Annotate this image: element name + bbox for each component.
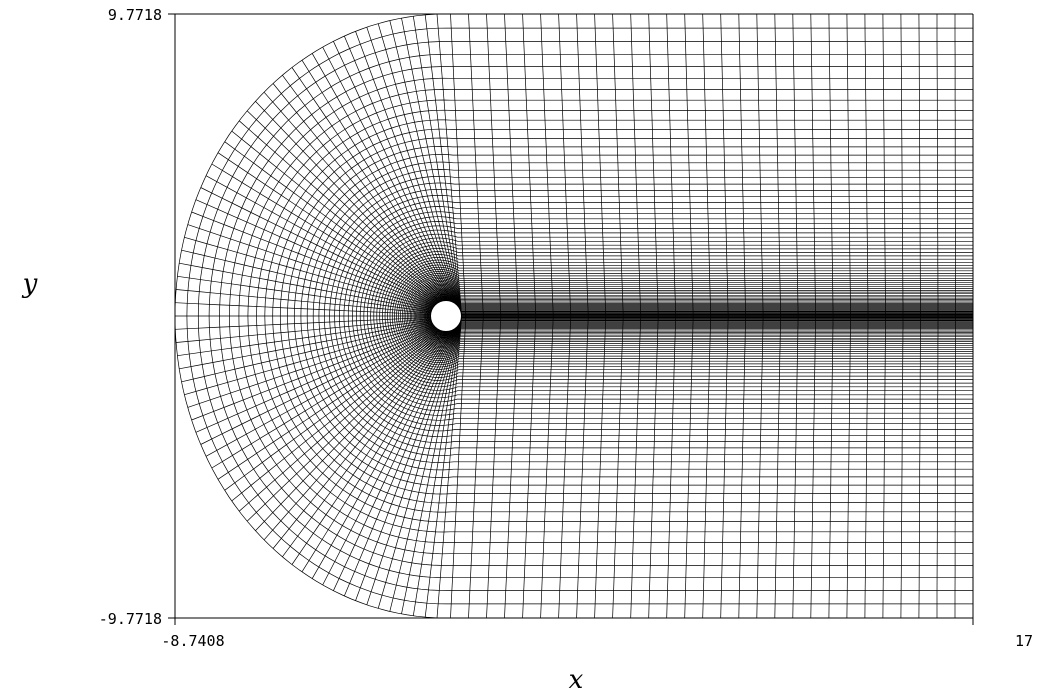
mesh-wrap-line bbox=[423, 295, 973, 337]
mesh-wrap-line bbox=[394, 266, 973, 366]
mesh-wrap-line bbox=[389, 262, 973, 370]
mesh-wrap-line bbox=[425, 296, 973, 336]
mesh-wrap-line bbox=[334, 200, 973, 432]
mesh-wrap-line bbox=[197, 41, 973, 591]
mesh-wrap-line bbox=[279, 137, 973, 495]
mesh-wrap-line bbox=[427, 297, 973, 335]
mesh-wrap-line bbox=[329, 194, 973, 438]
mesh-wrap-line bbox=[347, 216, 973, 416]
mesh-wrap-line bbox=[352, 221, 973, 411]
mesh-wrap-line bbox=[400, 273, 973, 359]
mesh-wrap-line bbox=[391, 264, 973, 368]
mesh-wrap-line bbox=[219, 66, 973, 566]
mesh-wrap-line bbox=[424, 295, 973, 337]
mesh-wrap-line bbox=[256, 109, 973, 523]
mesh-wrap-line bbox=[300, 161, 973, 471]
mesh-wrap-line bbox=[312, 175, 973, 457]
mesh-wrap-line bbox=[370, 241, 973, 391]
y-axis-label: y bbox=[22, 269, 38, 299]
x-tick-label-left: -8.7408 bbox=[161, 632, 224, 650]
mesh-wrap-line bbox=[418, 290, 973, 342]
mesh-wrap-line bbox=[408, 281, 973, 351]
mesh-wrap-line bbox=[405, 278, 973, 354]
mesh-wrap-line bbox=[366, 237, 973, 395]
mesh-wrap-line bbox=[415, 287, 973, 345]
y-tick-label-bottom: -9.7718 bbox=[99, 610, 162, 628]
mesh-wrap-line bbox=[426, 296, 973, 336]
mesh-wrap-line bbox=[359, 229, 973, 403]
mesh-wrap-line bbox=[420, 292, 973, 340]
mesh-wrap-line bbox=[363, 233, 973, 399]
mesh-wrap-line bbox=[208, 53, 973, 579]
mesh-wrap-line bbox=[396, 269, 973, 363]
mesh-wrap-line bbox=[401, 274, 973, 358]
x-tick-label-right: 17 bbox=[1015, 632, 1033, 650]
mesh-wrap-line bbox=[306, 169, 973, 463]
mesh-wrap-line bbox=[384, 257, 973, 375]
mesh-wrap-line bbox=[379, 251, 973, 381]
mesh-wrap-line bbox=[343, 211, 973, 421]
mesh-wrap-line bbox=[423, 294, 973, 338]
mesh-grid-lines bbox=[175, 14, 973, 618]
mesh-wrap-line bbox=[376, 248, 973, 384]
mesh-wrap-line bbox=[406, 279, 973, 353]
y-tick-label-top: 9.7718 bbox=[108, 6, 162, 24]
mesh-wrap-line bbox=[356, 225, 973, 407]
mesh-wrap-line bbox=[293, 154, 973, 478]
mesh-wrap-line bbox=[382, 254, 973, 378]
mesh-wrap-line bbox=[272, 128, 973, 504]
x-axis-label: x bbox=[569, 665, 584, 694]
mesh-wrap-line bbox=[426, 297, 973, 335]
mesh-wrap-line bbox=[238, 89, 973, 543]
mesh-wrap-line bbox=[318, 182, 973, 450]
mesh-wrap-line bbox=[412, 285, 973, 347]
mesh-wrap-line bbox=[428, 298, 973, 334]
mesh-wrap-line bbox=[247, 99, 973, 533]
mesh-wrap-line bbox=[339, 206, 973, 426]
mesh-wrap-line bbox=[409, 282, 973, 350]
mesh-wrap-line bbox=[419, 291, 973, 341]
mesh-wrap-line bbox=[427, 298, 973, 334]
mesh-wrap-line bbox=[403, 276, 973, 356]
cylinder-body bbox=[430, 300, 462, 332]
mesh-wrap-line bbox=[324, 188, 973, 444]
mesh-wrap-line bbox=[429, 299, 973, 333]
mesh-wrap-line bbox=[229, 77, 973, 555]
mesh-wrap-line bbox=[416, 288, 973, 344]
mesh-wrap-line bbox=[411, 283, 973, 349]
mesh-wrap-line bbox=[398, 271, 973, 361]
mesh-wrap-line bbox=[422, 293, 973, 339]
mesh-wrap-line bbox=[373, 244, 973, 388]
mesh-wrap-line bbox=[186, 27, 973, 605]
mesh-wrap-line bbox=[413, 286, 973, 346]
mesh-wrap-line bbox=[421, 292, 973, 340]
mesh-wrap-line bbox=[430, 300, 973, 332]
mesh-wrap-line bbox=[264, 119, 973, 513]
mesh-wrap-line bbox=[387, 259, 973, 373]
mesh-wrap-line bbox=[287, 146, 973, 486]
mesh-wrap-line bbox=[417, 289, 973, 343]
